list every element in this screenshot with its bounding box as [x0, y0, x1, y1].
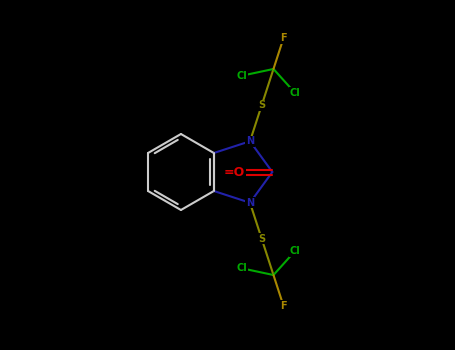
Text: S: S — [258, 234, 265, 244]
Text: Cl: Cl — [237, 71, 247, 81]
Text: N: N — [246, 198, 254, 208]
Text: F: F — [280, 301, 287, 311]
Text: F: F — [280, 33, 287, 43]
Text: S: S — [258, 100, 265, 110]
Text: =O: =O — [224, 166, 245, 178]
Text: Cl: Cl — [290, 246, 300, 256]
Text: Cl: Cl — [237, 263, 247, 273]
Text: Cl: Cl — [290, 88, 300, 98]
Text: N: N — [246, 136, 254, 146]
